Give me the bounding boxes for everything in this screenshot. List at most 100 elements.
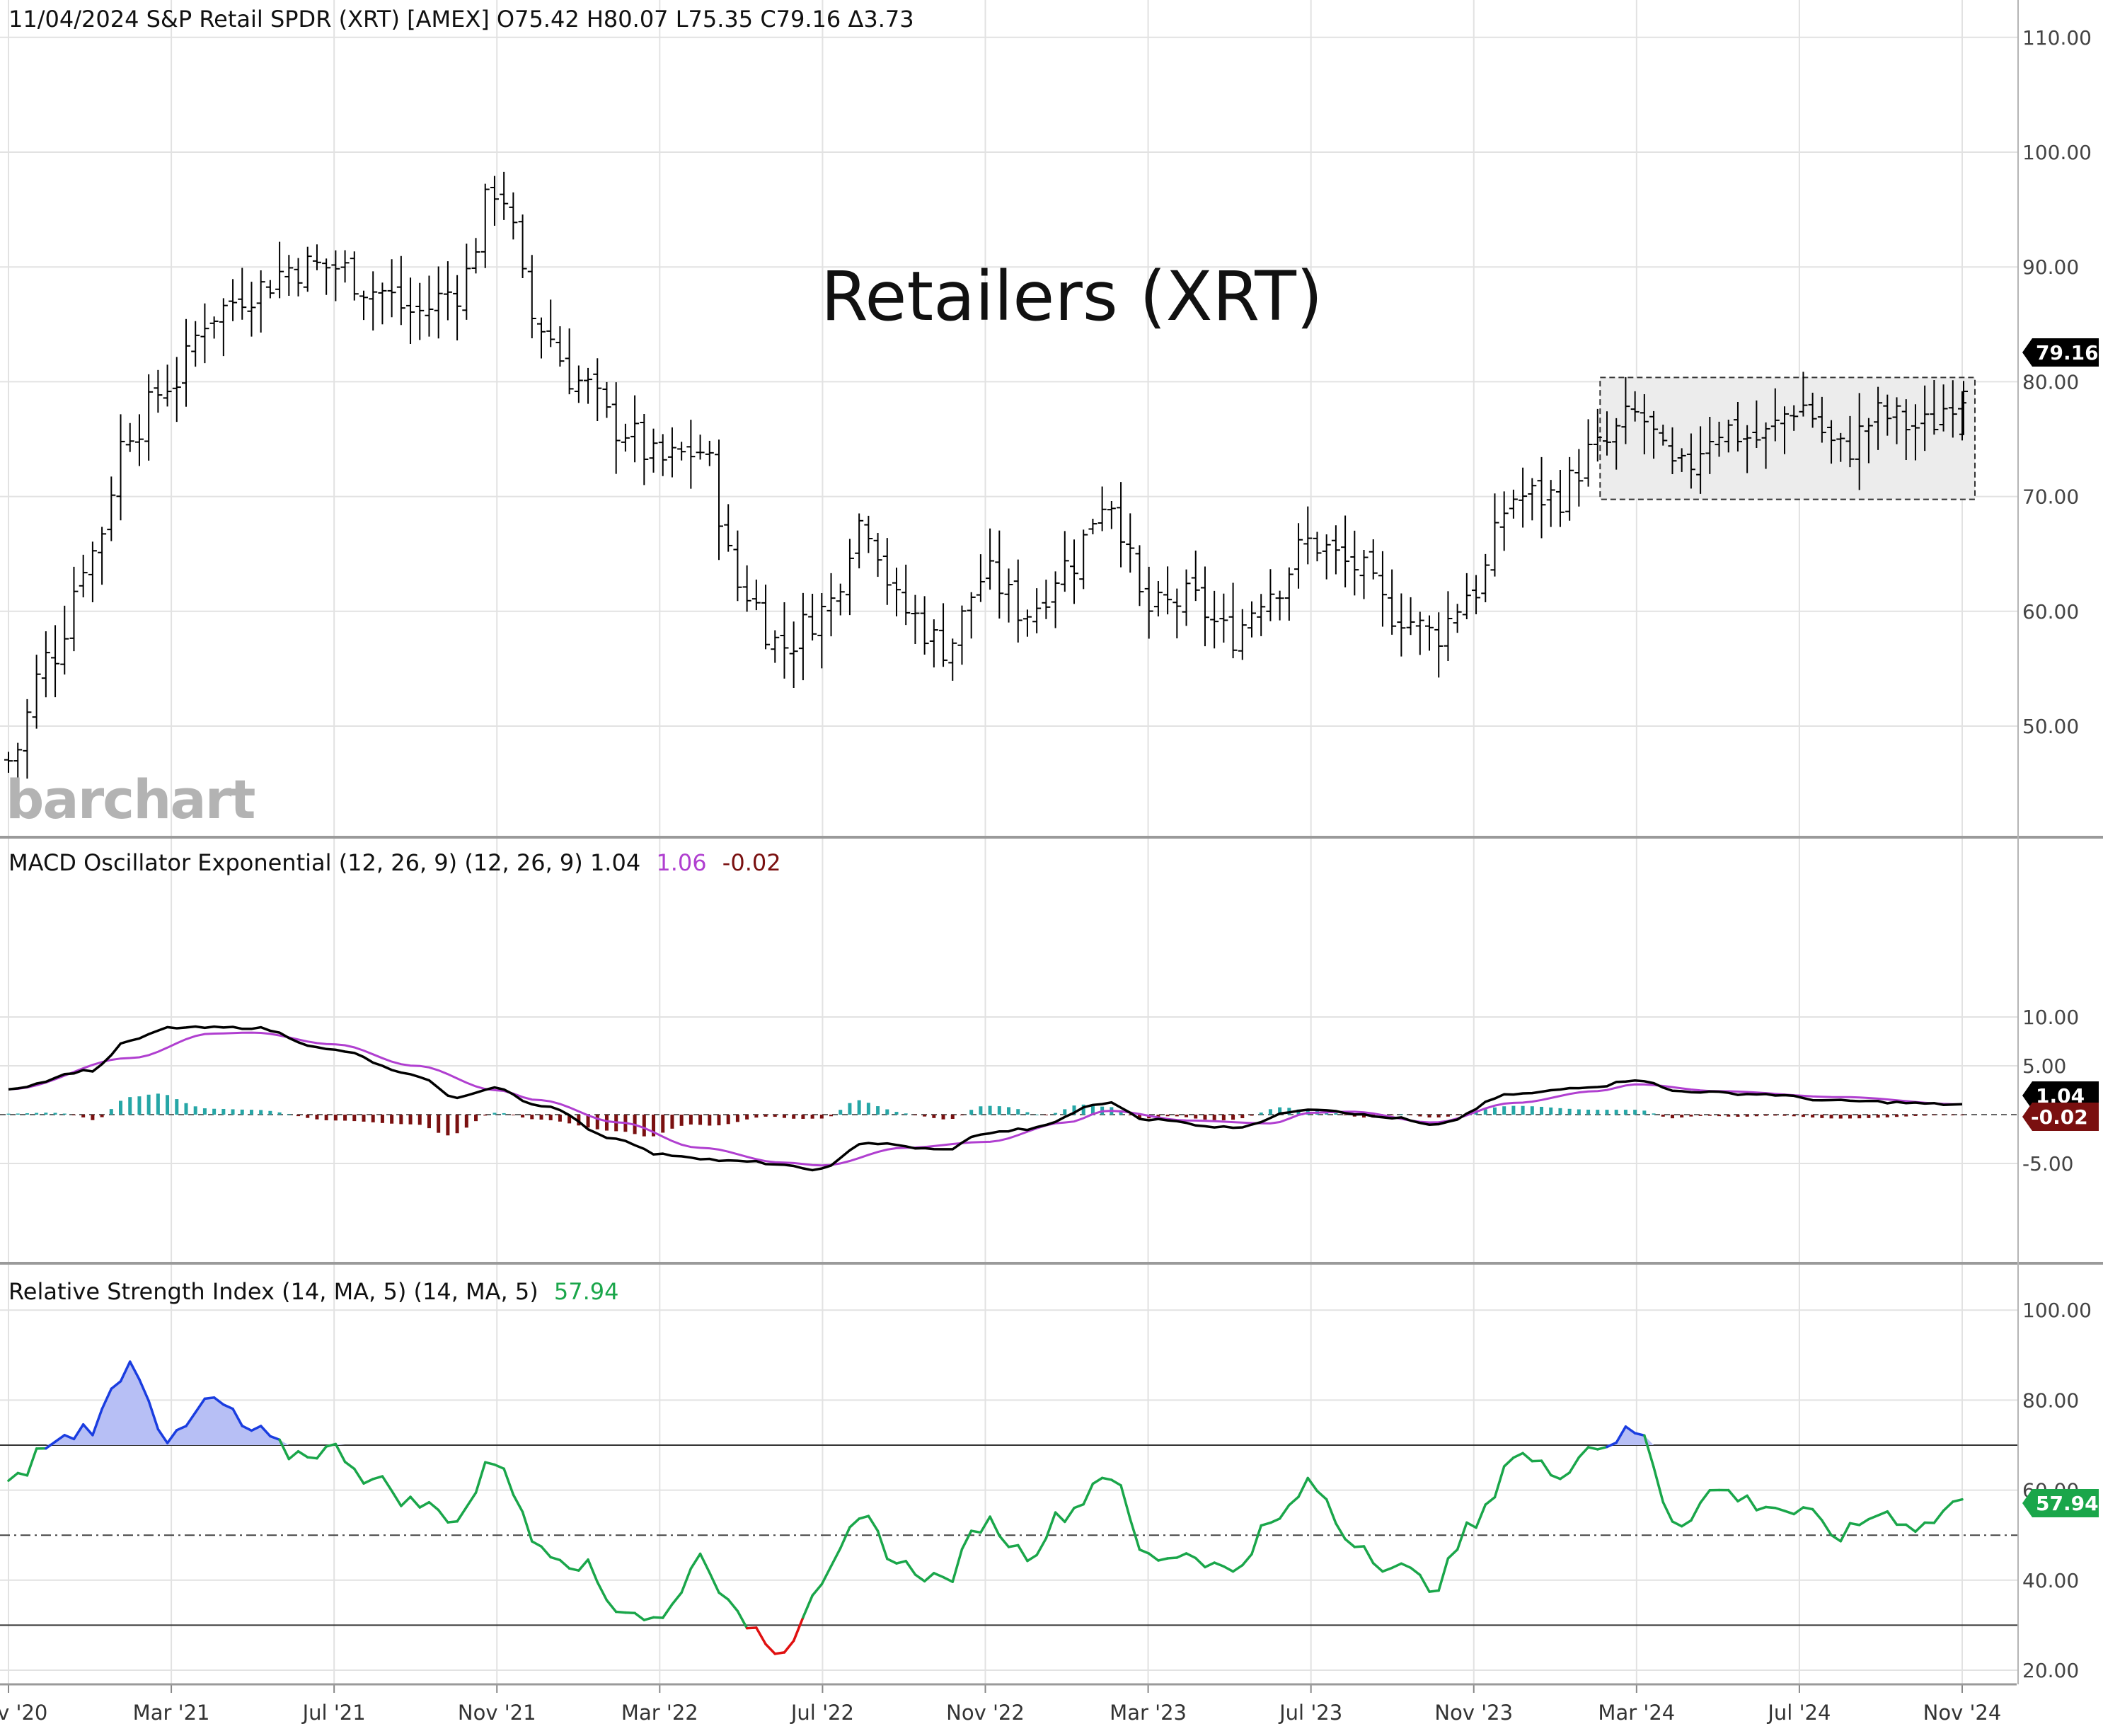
rsi-line-segment <box>1932 1509 1945 1524</box>
rsi-line-segment <box>91 1408 103 1437</box>
rsi-line-segment <box>1699 1488 1712 1505</box>
macd-histogram-bar <box>745 1115 749 1120</box>
rsi-line-segment <box>858 1514 870 1520</box>
rsi-line-segment <box>100 1387 113 1410</box>
hist-badge: -0.02 <box>2022 1103 2099 1131</box>
macd-histogram-bar <box>390 1115 394 1124</box>
rsi-line-segment <box>1512 1452 1524 1459</box>
macd-histogram-bar <box>1596 1110 1600 1115</box>
rsi-line-segment <box>969 1529 982 1534</box>
macd-histogram-bar <box>146 1094 151 1115</box>
macd-histogram-bar <box>1221 1115 1226 1120</box>
rsi-line-segment <box>128 1360 141 1381</box>
macd-histogram-bar <box>717 1115 721 1126</box>
macd-histogram-bar <box>1446 1115 1450 1117</box>
rsi-line-segment <box>306 1456 318 1460</box>
macd-header-label: MACD Oscillator Exponential (12, 26, 9) … <box>8 849 640 876</box>
rsi-line-segment <box>353 1467 365 1485</box>
rsi-line-segment <box>54 1434 67 1443</box>
rsi-line-segment <box>409 1495 422 1509</box>
macd-histogram-bar <box>829 1115 834 1117</box>
macd-histogram-bar <box>81 1115 86 1117</box>
rsi-line-segment <box>1175 1552 1188 1559</box>
macd-histogram-bar <box>1418 1115 1422 1117</box>
rsi-line-segment <box>549 1556 562 1562</box>
macd-histogram-bar <box>1549 1107 1553 1115</box>
rsi-line-segment <box>418 1500 431 1509</box>
price-tick-label: 90.00 <box>2022 255 2079 279</box>
rsi-line-segment <box>1540 1459 1552 1477</box>
macd-lines <box>8 1025 1963 1172</box>
macd-histogram-bar <box>1278 1107 1282 1115</box>
rsi-line-segment <box>465 1491 478 1509</box>
price-badge-text: 79.16 <box>2036 341 2099 364</box>
chart-annotation-title: Retailers (XRT) <box>821 257 1323 336</box>
rsi-line-segment <box>1774 1507 1786 1512</box>
macd-histogram-bar <box>1054 1113 1058 1115</box>
rsi-line-segment <box>755 1626 767 1645</box>
rsi-line-segment <box>1409 1566 1422 1577</box>
rsi-line-segment <box>802 1594 814 1619</box>
rsi-tick-label: 80.00 <box>2022 1389 2079 1412</box>
rsi-line-segment <box>1269 1517 1281 1524</box>
rsi-line-segment <box>531 1540 543 1548</box>
rsi-line-segment <box>951 1548 964 1583</box>
rsi-line-segment <box>1830 1534 1843 1543</box>
price-tick-label: 110.00 <box>2022 26 2092 50</box>
rsi-line-segment <box>203 1396 216 1401</box>
rsi-line-segment <box>1100 1476 1113 1481</box>
rsi-line-segment <box>1802 1506 1814 1511</box>
rsi-line-segment <box>1493 1465 1506 1499</box>
macd-histogram-bar <box>417 1115 422 1125</box>
macd-histogram-bar <box>1614 1110 1618 1115</box>
rsi-line-segment <box>1549 1473 1562 1481</box>
macd-histogram-bar <box>595 1115 599 1129</box>
rsi-line-segment <box>1886 1510 1899 1527</box>
macd-histogram-bar <box>1072 1105 1076 1115</box>
macd-histogram-bar <box>1016 1109 1020 1115</box>
macd-histogram-bar <box>1025 1112 1030 1115</box>
rsi-line-segment <box>643 1616 655 1621</box>
rsi-line-segment <box>1278 1503 1291 1520</box>
rsi-line-segment <box>1241 1553 1253 1567</box>
rsi-line-segment <box>689 1552 702 1570</box>
rsi-line-segment <box>998 1534 1010 1548</box>
rsi-line-segment <box>334 1442 347 1464</box>
rsi-line-segment <box>1306 1476 1319 1493</box>
rsi-line-segment <box>1952 1498 1964 1503</box>
time-tick-label: Jul '21 <box>301 1701 366 1725</box>
rsi-line-segment <box>1811 1507 1823 1522</box>
rsi-line-segment <box>1400 1562 1412 1570</box>
macd-histogram-bar <box>1904 1115 1908 1117</box>
rsi-line-segment <box>839 1526 851 1550</box>
macd-histogram-bar <box>1530 1106 1534 1115</box>
macd-histogram-bar <box>464 1115 468 1128</box>
macd-histogram-bar <box>1231 1115 1235 1120</box>
macd-histogram-bar <box>1857 1115 1862 1119</box>
rsi-line-segment <box>427 1500 440 1512</box>
macd-histogram-bar <box>1698 1115 1702 1116</box>
macd-histogram-bar <box>1203 1115 1207 1120</box>
time-tick-label: Nov '22 <box>946 1701 1025 1725</box>
rsi-line-segment <box>1204 1561 1216 1569</box>
rsi-line-segment <box>1044 1511 1057 1540</box>
time-tick-label: Mar '23 <box>1110 1701 1187 1725</box>
macd-histogram-bar <box>128 1097 132 1115</box>
rsi-line-segment <box>147 1399 160 1431</box>
price-tick-label: 100.00 <box>2022 141 2092 164</box>
rsi-line-segment <box>437 1509 449 1524</box>
macd-histogram-bar <box>502 1113 506 1115</box>
macd-histogram-bar <box>1259 1113 1263 1115</box>
macd-histogram-bar <box>698 1115 703 1125</box>
rsi-line-segment <box>1138 1548 1151 1555</box>
macd-histogram-bar <box>1558 1108 1562 1115</box>
macd-histogram-bar <box>604 1115 609 1131</box>
time-tick-label: Nov '20 <box>0 1701 47 1725</box>
macd-histogram-bar <box>324 1115 328 1120</box>
rsi-tick-label: 40.00 <box>2022 1569 2079 1592</box>
macd-histogram-bar <box>1782 1115 1787 1116</box>
price-badge: 79.16 <box>2022 338 2099 367</box>
macd-histogram-bar <box>16 1113 20 1115</box>
rsi-line-segment <box>1362 1545 1375 1565</box>
macd-histogram-bar <box>315 1115 319 1120</box>
